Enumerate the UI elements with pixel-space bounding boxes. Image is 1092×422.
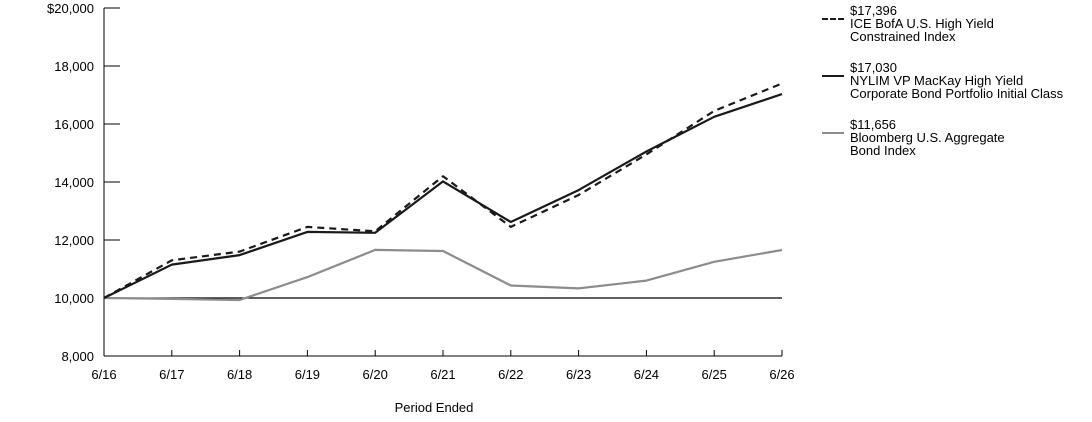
legend-swatch [822, 75, 844, 77]
x-axis-title: Period Ended [395, 400, 474, 415]
legend-swatch [822, 18, 844, 20]
legend-ending-value: $17,030 [850, 60, 897, 75]
x-tick-label: 6/23 [566, 367, 591, 382]
legend-item: $17,396 ICE BofA U.S. High Yield Constrai… [822, 0, 1090, 57]
legend-ending-value: $17,396 [850, 3, 897, 18]
x-tick-label: 6/26 [769, 367, 794, 382]
y-tick-label: 12,000 [54, 233, 94, 248]
legend-series-name: ICE BofA U.S. High Yield Constrained Ind… [850, 16, 994, 44]
x-tick-label: 6/22 [498, 367, 523, 382]
series-line-1 [103, 82, 783, 299]
legend-ending-value: $11,656 [850, 117, 897, 132]
legend-text: $17,396 ICE BofA U.S. High Yield Constrai… [850, 4, 994, 43]
y-tick-label: 16,000 [54, 117, 94, 132]
y-tick-label: 18,000 [54, 59, 94, 74]
y-tick-label: 14,000 [54, 175, 94, 190]
legend-text: $11,656 Bloomberg U.S. Aggregate Bond Ind… [850, 118, 1005, 157]
y-tick-label: 8,000 [61, 349, 94, 364]
legend-swatch [822, 132, 844, 134]
legend: $17,396 ICE BofA U.S. High Yield Constrai… [822, 0, 1090, 171]
series-line-2 [103, 93, 783, 299]
x-tick-label: 6/16 [91, 367, 116, 382]
legend-series-name: NYLIM VP MacKay High Yield Corporate Bon… [850, 73, 1064, 101]
series-line-3 [103, 248, 783, 302]
legend-item: $11,656 Bloomberg U.S. Aggregate Bond Ind… [822, 114, 1090, 171]
legend-series-name: Bloomberg U.S. Aggregate Bond Index [850, 130, 1005, 158]
x-tick-label: 6/19 [295, 367, 320, 382]
legend-text: $17,030 NYLIM VP MacKay High Yield Corpor… [850, 61, 1063, 100]
x-tick-label: 6/21 [430, 367, 455, 382]
x-tick-label: 6/20 [363, 367, 388, 382]
x-tick-label: 6/25 [702, 367, 727, 382]
x-tick-label: 6/17 [159, 367, 184, 382]
legend-item: $17,030 NYLIM VP MacKay High Yield Corpor… [822, 57, 1090, 114]
x-tick-label: 6/18 [227, 367, 252, 382]
axes: $20,000 18,000 16,000 14,000 12,000 10,000 8,0… [47, 1, 795, 382]
series-layer [103, 82, 783, 302]
x-tick-label: 6/24 [634, 367, 659, 382]
y-tick-label: 10,000 [54, 291, 94, 306]
y-tick-label: $20,000 [47, 1, 94, 16]
